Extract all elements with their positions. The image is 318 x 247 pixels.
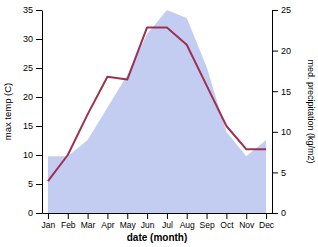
y-tick-mark (36, 68, 42, 69)
x-tick-label: Mar (81, 220, 96, 230)
x-tick-mark (226, 213, 227, 219)
x-tick-mark (207, 213, 208, 219)
y-tick: 30 (23, 34, 42, 44)
y-tick: 35 (23, 5, 42, 15)
y-axis-line (42, 11, 43, 214)
y-tick-label: 20 (23, 92, 33, 102)
y-tick-mark (36, 10, 42, 11)
plot: Jan Feb Mar Apr May Jun Jul Aug Sep Oct Nov Dec 0 5 10… (23, 5, 291, 230)
x-tick-label: Jan (42, 220, 56, 230)
x-tick-label: Jun (141, 220, 155, 230)
y2-tick-label: 20 (281, 46, 291, 56)
y2-tick-label: 5 (281, 168, 286, 178)
y-tick-mark (36, 155, 42, 156)
y-tick: 5 (28, 179, 42, 189)
y-tick: 10 (23, 150, 42, 160)
line (48, 27, 266, 181)
y-tick: 15 (23, 121, 42, 131)
x-tick-label: Aug (180, 220, 195, 230)
y-axis: 0 5 10 15 20 25 30 35 (23, 5, 43, 218)
y2-tick: 10 (272, 127, 291, 137)
y-tick-label: 35 (23, 5, 33, 15)
x-tick: Jul (162, 213, 173, 230)
y-tick-mark (36, 97, 42, 98)
y2-axis: 0 5 10 15 20 25 (272, 5, 291, 218)
x-tick: Oct (220, 213, 234, 230)
x-tick: Nov (239, 213, 255, 230)
y-tick-label: 25 (23, 63, 33, 73)
x-tick: Jun (141, 213, 155, 230)
x-tick-label: Dec (259, 220, 275, 230)
y-tick: 0 (28, 208, 42, 218)
x-tick-label: Sep (200, 220, 215, 230)
y-axis-title: max temp (C) (2, 83, 13, 141)
y2-tick-mark (272, 172, 278, 173)
y-tick: 25 (23, 63, 42, 73)
x-tick-label: Feb (61, 220, 76, 230)
y-tick-mark (36, 184, 42, 185)
x-tick-mark (187, 213, 188, 219)
x-tick-label: Oct (220, 220, 234, 230)
x-axis-line (43, 213, 273, 214)
y2-tick-mark (272, 213, 278, 214)
y-tick-label: 15 (23, 121, 33, 131)
y-tick-label: 10 (23, 150, 33, 160)
y2-tick: 20 (272, 46, 291, 56)
y-tick-mark (36, 126, 42, 127)
x-tick-label: May (120, 220, 137, 230)
y2-tick-label: 0 (281, 208, 286, 218)
y2-tick-mark (272, 91, 278, 92)
y-tick: 20 (23, 92, 42, 102)
x-axis: Jan Feb Mar Apr May Jun Jul Aug Sep Oct Nov Dec (42, 213, 275, 230)
y2-tick: 0 (272, 208, 286, 218)
y2-tick: 25 (272, 5, 291, 15)
y-tick-mark (36, 213, 42, 214)
x-tick: Feb (61, 213, 76, 230)
y-tick-label: 0 (28, 208, 33, 218)
x-tick-mark (127, 213, 128, 219)
y2-tick-label: 10 (281, 127, 291, 137)
y-tick-label: 30 (23, 34, 33, 44)
y2-axis-title: med. precipitation (kg/m2) (306, 59, 316, 163)
x-tick: Dec (259, 213, 275, 230)
x-tick: Apr (101, 213, 114, 230)
x-tick-label: Jul (162, 220, 173, 230)
x-tick: Sep (200, 213, 215, 230)
x-tick-label: Nov (239, 220, 255, 230)
y2-tick-mark (272, 132, 278, 133)
x-tick-mark (68, 213, 69, 219)
area (48, 10, 266, 213)
x-tick-mark (167, 213, 168, 219)
x-tick-mark (266, 213, 267, 219)
x-tick: Aug (180, 213, 195, 230)
y2-tick: 5 (272, 168, 286, 178)
y2-tick: 15 (272, 87, 291, 97)
x-tick: Jan (42, 213, 56, 230)
x-tick-mark (88, 213, 89, 219)
y2-tick-mark (272, 10, 278, 11)
chart: Jan Feb Mar Apr May Jun Jul Aug Sep Oct Nov Dec 0 5 10… (0, 0, 318, 247)
x-axis-title: date (month) (127, 232, 188, 243)
y-tick-label: 5 (28, 179, 33, 189)
x-tick: Mar (81, 213, 96, 230)
y2-tick-mark (272, 51, 278, 52)
x-tick-mark (147, 213, 148, 219)
x-tick: May (120, 213, 137, 230)
y-tick-mark (36, 39, 42, 40)
x-tick-mark (107, 213, 108, 219)
marks (48, 10, 266, 213)
x-tick-mark (246, 213, 247, 219)
y2-axis-line (272, 11, 273, 214)
y2-tick-label: 15 (281, 87, 291, 97)
x-tick-mark (48, 213, 49, 219)
x-tick-label: Apr (101, 220, 114, 230)
y2-tick-label: 25 (281, 5, 291, 15)
